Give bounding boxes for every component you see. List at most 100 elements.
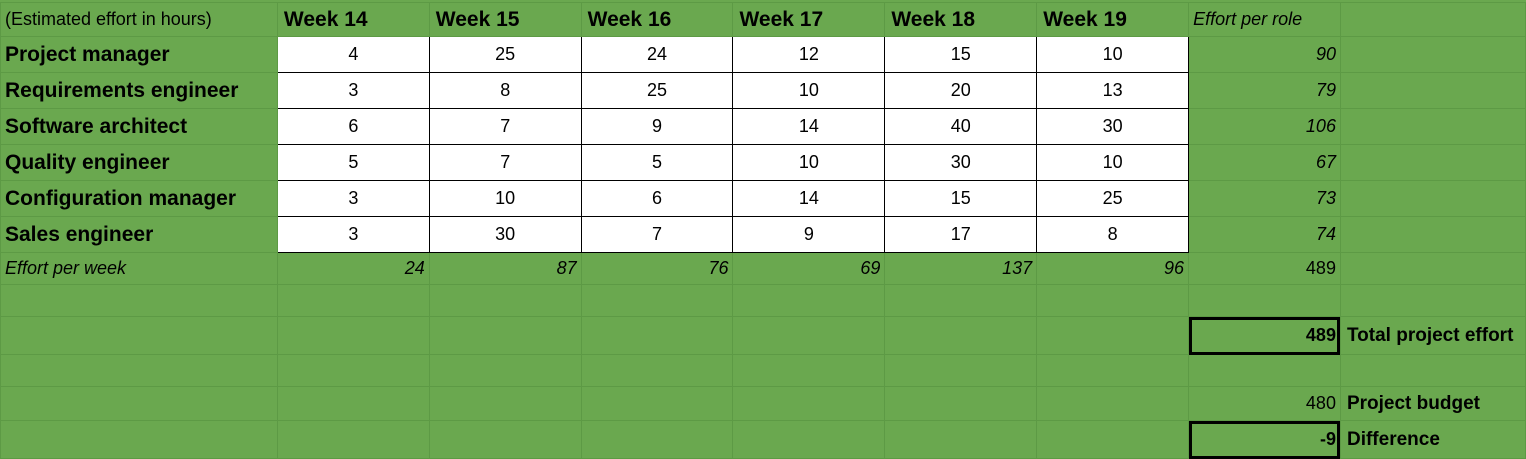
week-total-cell[interactable]: 87: [428, 252, 582, 285]
empty-cell[interactable]: [580, 354, 734, 387]
budget-value[interactable]: 480: [1188, 386, 1341, 421]
empty-cell[interactable]: [1036, 316, 1190, 355]
empty-cell[interactable]: [1339, 36, 1526, 73]
week-header[interactable]: Week 19: [1036, 2, 1190, 37]
role-total-cell[interactable]: 90: [1188, 36, 1341, 73]
empty-cell[interactable]: [1339, 252, 1526, 285]
empty-cell[interactable]: [580, 284, 734, 317]
empty-cell[interactable]: [732, 354, 886, 387]
effort-cell[interactable]: 25: [1036, 180, 1190, 217]
effort-cell[interactable]: 15: [884, 180, 1038, 217]
effort-cell[interactable]: 13: [1036, 72, 1190, 109]
empty-cell[interactable]: [428, 354, 582, 387]
effort-cell[interactable]: 15: [884, 36, 1038, 73]
week-header[interactable]: Week 14: [276, 2, 430, 37]
empty-cell[interactable]: [428, 316, 582, 355]
empty-cell[interactable]: [0, 354, 278, 387]
empty-cell[interactable]: [732, 284, 886, 317]
role-name[interactable]: Requirements engineer: [0, 72, 278, 109]
empty-cell[interactable]: [0, 316, 278, 355]
empty-cell[interactable]: [1188, 354, 1341, 387]
effort-cell[interactable]: 9: [580, 108, 734, 145]
empty-cell[interactable]: [1339, 284, 1526, 317]
effort-cell[interactable]: 30: [1036, 108, 1190, 145]
empty-cell[interactable]: [1339, 354, 1526, 387]
empty-cell[interactable]: [884, 284, 1038, 317]
effort-cell[interactable]: 6: [276, 108, 430, 145]
effort-cell[interactable]: 24: [580, 36, 734, 73]
empty-cell[interactable]: [0, 386, 278, 421]
empty-cell[interactable]: [1339, 2, 1526, 37]
empty-cell[interactable]: [276, 284, 430, 317]
empty-cell[interactable]: [580, 316, 734, 355]
empty-cell[interactable]: [732, 420, 886, 459]
effort-cell[interactable]: 7: [428, 144, 582, 181]
empty-cell[interactable]: [428, 386, 582, 421]
effort-cell[interactable]: 25: [428, 36, 582, 73]
estimate-note[interactable]: (Estimated effort in hours): [0, 2, 278, 37]
empty-cell[interactable]: [1036, 284, 1190, 317]
effort-cell[interactable]: 8: [428, 72, 582, 109]
week-total-cell[interactable]: 96: [1036, 252, 1190, 285]
effort-cell[interactable]: 6: [580, 180, 734, 217]
total-effort-value[interactable]: 489: [1188, 316, 1341, 355]
effort-cell[interactable]: 10: [732, 144, 886, 181]
empty-cell[interactable]: [428, 420, 582, 459]
role-name[interactable]: Sales engineer: [0, 216, 278, 253]
week-total-cell[interactable]: 69: [732, 252, 886, 285]
week-total-label[interactable]: Effort per week: [0, 252, 278, 285]
empty-cell[interactable]: [1339, 216, 1526, 253]
effort-cell[interactable]: 40: [884, 108, 1038, 145]
effort-cell[interactable]: 3: [276, 72, 430, 109]
empty-cell[interactable]: [276, 354, 430, 387]
empty-cell[interactable]: [0, 284, 278, 317]
week-header[interactable]: Week 16: [580, 2, 734, 37]
empty-cell[interactable]: [276, 420, 430, 459]
effort-cell[interactable]: 17: [884, 216, 1038, 253]
empty-cell[interactable]: [1036, 420, 1190, 459]
effort-cell[interactable]: 10: [1036, 36, 1190, 73]
effort-cell[interactable]: 14: [732, 108, 886, 145]
effort-cell[interactable]: 30: [884, 144, 1038, 181]
empty-cell[interactable]: [732, 316, 886, 355]
week-total-cell[interactable]: 76: [580, 252, 734, 285]
empty-cell[interactable]: [276, 316, 430, 355]
week-header[interactable]: Week 15: [428, 2, 582, 37]
empty-cell[interactable]: [884, 354, 1038, 387]
empty-cell[interactable]: [580, 386, 734, 421]
role-name[interactable]: Quality engineer: [0, 144, 278, 181]
effort-cell[interactable]: 10: [732, 72, 886, 109]
budget-label[interactable]: Project budget: [1339, 386, 1526, 421]
effort-cell[interactable]: 3: [276, 180, 430, 217]
effort-cell[interactable]: 12: [732, 36, 886, 73]
role-total-header[interactable]: Effort per role: [1188, 2, 1341, 37]
difference-value[interactable]: -9: [1188, 420, 1341, 459]
week-total-cell[interactable]: 24: [276, 252, 430, 285]
role-total-cell[interactable]: 67: [1188, 144, 1341, 181]
empty-cell[interactable]: [1036, 354, 1190, 387]
week-header[interactable]: Week 18: [884, 2, 1038, 37]
empty-cell[interactable]: [1036, 386, 1190, 421]
empty-cell[interactable]: [1339, 180, 1526, 217]
role-total-cell[interactable]: 74: [1188, 216, 1341, 253]
empty-cell[interactable]: [1339, 144, 1526, 181]
total-effort-label[interactable]: Total project effort: [1339, 316, 1526, 355]
week-header[interactable]: Week 17: [732, 2, 886, 37]
empty-cell[interactable]: [732, 386, 886, 421]
effort-cell[interactable]: 7: [580, 216, 734, 253]
empty-cell[interactable]: [884, 386, 1038, 421]
empty-cell[interactable]: [0, 420, 278, 459]
effort-cell[interactable]: 9: [732, 216, 886, 253]
effort-cell[interactable]: 3: [276, 216, 430, 253]
grand-total-cell[interactable]: 489: [1188, 252, 1341, 285]
role-total-cell[interactable]: 79: [1188, 72, 1341, 109]
role-total-cell[interactable]: 106: [1188, 108, 1341, 145]
empty-cell[interactable]: [1339, 108, 1526, 145]
empty-cell[interactable]: [884, 420, 1038, 459]
effort-cell[interactable]: 20: [884, 72, 1038, 109]
empty-cell[interactable]: [428, 284, 582, 317]
effort-cell[interactable]: 14: [732, 180, 886, 217]
empty-cell[interactable]: [1188, 284, 1341, 317]
effort-cell[interactable]: 10: [428, 180, 582, 217]
empty-cell[interactable]: [276, 386, 430, 421]
